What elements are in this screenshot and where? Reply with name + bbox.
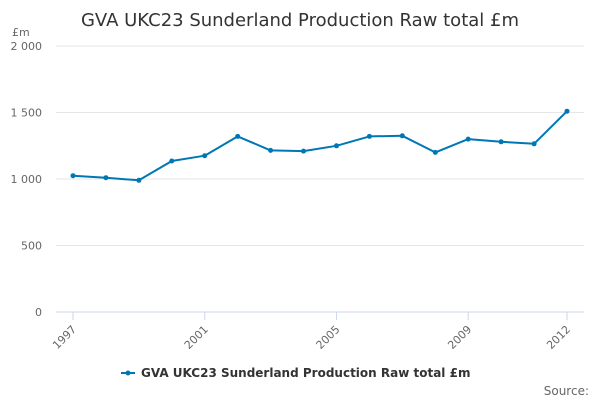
data-point	[399, 133, 405, 139]
y-tick-label: 1 000	[11, 173, 43, 186]
data-point	[432, 149, 438, 155]
legend-marker-symbol	[125, 370, 131, 376]
x-tick-label: 2001	[182, 323, 211, 352]
x-axis: 1997 2001 2005 2009 2012	[50, 311, 584, 352]
data-point	[564, 108, 570, 114]
data-point	[334, 143, 339, 149]
x-tick-label: 2009	[445, 323, 474, 352]
source-label: Source:	[544, 384, 589, 398]
data-point	[202, 153, 208, 159]
data-point	[235, 133, 241, 139]
y-axis-unit-label: £m	[12, 26, 30, 39]
chart-title: GVA UKC23 Sunderland Production Raw tota…	[81, 10, 519, 31]
x-tick-label: 1997	[50, 323, 79, 352]
data-point	[169, 158, 175, 164]
series-line	[72, 110, 568, 182]
data-point	[366, 133, 372, 139]
data-point	[465, 136, 471, 142]
data-point	[268, 147, 274, 153]
data-point	[136, 177, 142, 183]
y-tick-label: 2 000	[11, 40, 43, 53]
gridlines	[56, 45, 584, 246]
y-tick-label: 0	[35, 306, 42, 319]
y-tick-label: 500	[21, 240, 42, 253]
y-tick-label: 1 500	[11, 107, 43, 120]
data-point	[301, 148, 306, 154]
legend-item-label: GVA UKC23 Sunderland Production Raw tota…	[141, 366, 470, 380]
series-plot	[70, 108, 570, 183]
x-tick-label: 2012	[544, 323, 573, 352]
y-axis-ticks: 0 500 1 000 1 500 2 000	[11, 40, 43, 319]
data-point	[103, 175, 109, 181]
data-point	[498, 139, 504, 145]
legend[interactable]: GVA UKC23 Sunderland Production Raw tota…	[121, 366, 470, 380]
data-point	[70, 173, 76, 179]
x-tick-label: 2005	[314, 323, 343, 352]
data-point	[531, 141, 537, 147]
